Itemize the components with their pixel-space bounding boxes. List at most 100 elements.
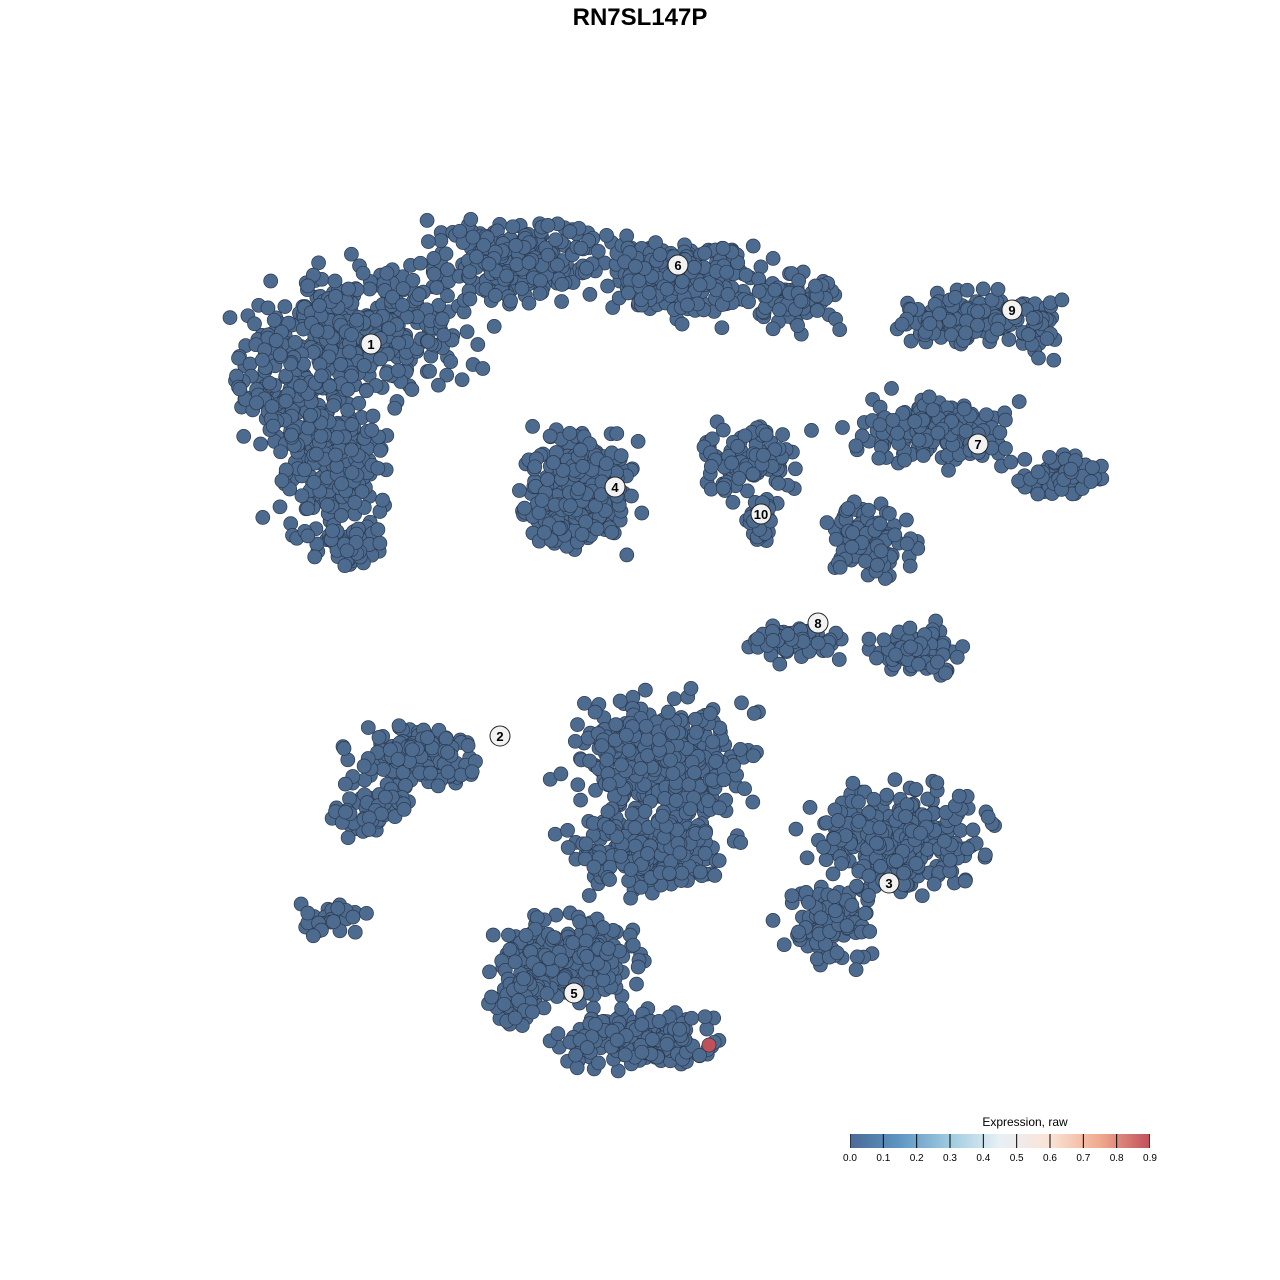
data-point xyxy=(861,888,876,903)
data-point xyxy=(1001,332,1017,347)
cluster-label-text: 9 xyxy=(1008,303,1015,318)
data-point xyxy=(720,287,736,302)
data-point xyxy=(716,772,732,788)
data-point xyxy=(930,654,945,670)
data-point xyxy=(351,395,367,411)
data-point xyxy=(851,794,866,810)
data-point xyxy=(337,776,353,792)
data-point xyxy=(629,976,644,992)
data-point xyxy=(930,425,946,441)
data-point xyxy=(345,909,361,925)
data-point xyxy=(887,772,903,787)
data-point xyxy=(355,265,371,281)
data-point xyxy=(567,733,583,749)
data-point xyxy=(436,327,452,343)
colorbar-tick-label: 0.8 xyxy=(1109,1153,1124,1164)
data-point xyxy=(625,937,641,953)
data-point xyxy=(328,447,344,463)
data-point xyxy=(1021,327,1036,342)
data-point xyxy=(249,395,264,411)
data-point xyxy=(365,408,381,424)
data-point xyxy=(683,801,698,817)
data-point xyxy=(861,868,877,884)
data-point xyxy=(309,323,325,339)
data-point xyxy=(737,428,753,444)
colorbar xyxy=(850,1134,1150,1148)
data-point xyxy=(509,257,525,272)
data-point xyxy=(734,695,749,711)
data-point xyxy=(294,488,310,504)
data-point xyxy=(586,859,602,875)
data-point xyxy=(423,765,438,781)
data-point xyxy=(413,255,428,271)
data-point xyxy=(465,229,481,245)
data-point xyxy=(375,762,391,777)
data-point xyxy=(949,649,965,665)
data-point xyxy=(463,211,479,227)
data-point xyxy=(297,462,312,478)
data-point xyxy=(459,324,475,340)
data-point xyxy=(628,259,643,274)
data-point xyxy=(602,872,617,887)
data-point xyxy=(844,539,860,555)
data-point xyxy=(309,446,324,462)
data-point xyxy=(882,506,897,521)
data-point xyxy=(929,775,945,791)
data-point xyxy=(554,294,569,309)
data-point xyxy=(356,758,372,774)
data-point xyxy=(775,427,790,442)
data-point xyxy=(303,408,318,423)
data-point xyxy=(845,775,861,791)
data-point xyxy=(951,788,967,804)
data-point xyxy=(826,831,842,846)
data-point xyxy=(404,382,420,397)
data-point xyxy=(340,402,355,418)
data-point xyxy=(839,918,855,934)
data-point xyxy=(925,402,941,418)
data-point xyxy=(340,830,356,846)
data-point xyxy=(375,492,390,508)
data-point xyxy=(579,1040,595,1055)
data-point xyxy=(680,297,695,313)
data-point xyxy=(362,281,378,297)
data-point xyxy=(624,488,639,504)
data-point xyxy=(831,652,847,667)
colorbar-tick-label: 0.7 xyxy=(1076,1153,1091,1164)
data-point xyxy=(370,460,386,476)
data-point xyxy=(980,809,996,825)
data-point xyxy=(745,466,761,482)
data-point xyxy=(674,316,690,332)
data-point xyxy=(512,483,527,498)
data-point xyxy=(527,459,543,475)
cluster-label-10: 10 xyxy=(750,503,772,525)
data-point xyxy=(619,228,635,244)
data-point xyxy=(334,476,349,492)
data-point xyxy=(431,377,446,393)
cluster-label-text: 4 xyxy=(611,480,619,495)
data-point xyxy=(651,1013,667,1029)
data-point xyxy=(395,297,410,313)
colorbar-tick-label: 0.2 xyxy=(909,1153,924,1164)
cluster-label-8: 8 xyxy=(807,612,829,634)
data-point xyxy=(639,731,655,747)
data-point xyxy=(531,505,547,521)
data-point xyxy=(698,825,713,841)
data-point xyxy=(608,717,624,732)
data-point xyxy=(359,383,374,399)
data-point xyxy=(861,502,876,518)
data-point xyxy=(420,730,435,745)
data-point xyxy=(599,456,614,472)
data-point xyxy=(320,497,335,513)
data-point xyxy=(521,255,537,270)
data-point xyxy=(347,495,363,510)
data-point xyxy=(998,441,1013,456)
data-point xyxy=(231,350,246,366)
data-point xyxy=(573,442,588,458)
data-point xyxy=(374,806,389,822)
data-point xyxy=(379,265,395,281)
data-point xyxy=(659,1036,675,1052)
data-point xyxy=(956,401,972,417)
data-point xyxy=(422,363,437,379)
data-point xyxy=(686,260,702,275)
cluster-label-text: 1 xyxy=(367,337,374,352)
